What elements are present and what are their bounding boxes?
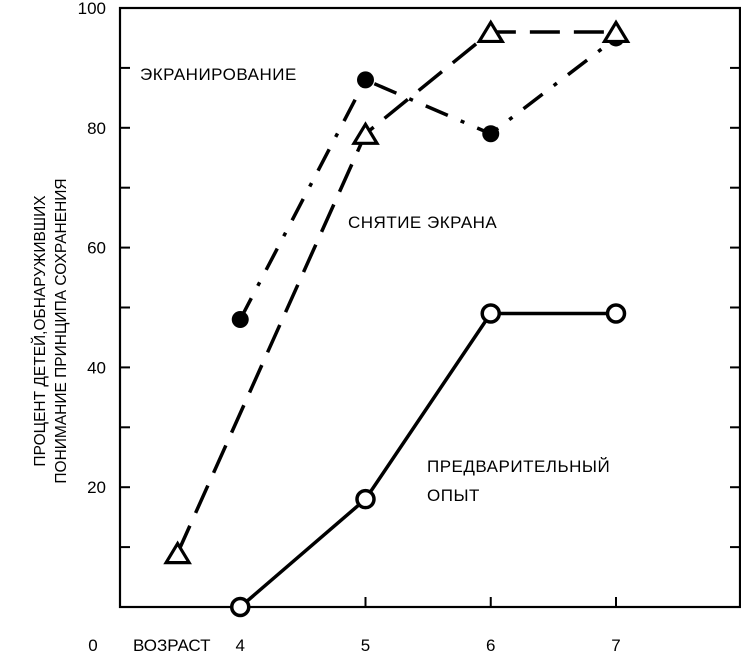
series-layer [163,19,631,618]
x-tick-label-5: 5 [361,636,370,653]
series-line-1 [176,30,616,554]
data-point-2-3 [605,303,627,324]
y-tick-label-20: 20 [87,478,106,497]
y-tick-labels: 20 40 60 80 100 [78,0,106,497]
y-tick-label-60: 60 [87,239,106,258]
y-axis-label-line-1: ПРОЦЕНТ ДЕТЕЙ,ОБНАРУЖИВШИХ [31,195,49,467]
plot-frame [118,6,741,609]
axis-ticks [120,66,740,607]
data-point-0-1 [356,71,374,89]
data-point-2-1 [355,488,376,510]
data-point-2-2 [480,303,501,324]
x-tick-label-6: 6 [486,636,495,653]
data-point-0-0 [231,310,249,328]
series-label-prior-experience-line-1: ПРЕДВАРИТЕЛЬНЫЙ [427,457,610,476]
series-label-prior-experience-line-2: ОПЫТ [427,486,480,505]
data-point-1-0 [163,540,192,565]
data-point-2-0 [229,596,251,618]
x-tick-labels: 4 5 6 7 [236,636,621,655]
x-tick-label-7: 7 [611,636,620,653]
x-axis-label: ВОЗРАСТ [133,636,211,653]
data-point-1-3 [601,19,631,44]
y-tick-label-100: 100 [78,0,106,18]
x-origin-label: 0 [88,636,97,653]
x-tick-label-4: 4 [236,636,245,653]
y-tick-label-80: 80 [87,119,106,138]
series-label-screening: ЭКРАНИРОВАНИЕ [140,65,297,84]
data-point-0-2 [482,125,500,143]
series-line-0 [238,36,618,321]
series-2 [229,303,627,618]
data-point-1-2 [476,19,506,44]
series-1 [163,19,631,565]
y-axis-label-line-2: ПОНИМАНИЕ ПРИНЦИПА СОХРАНЕНИЯ [53,178,70,483]
series-line-2 [239,311,616,609]
data-point-1-1 [351,121,380,145]
y-tick-label-40: 40 [87,358,106,377]
series-label-screen-removal: СНЯТИЕ ЭКРАНА [348,213,497,232]
